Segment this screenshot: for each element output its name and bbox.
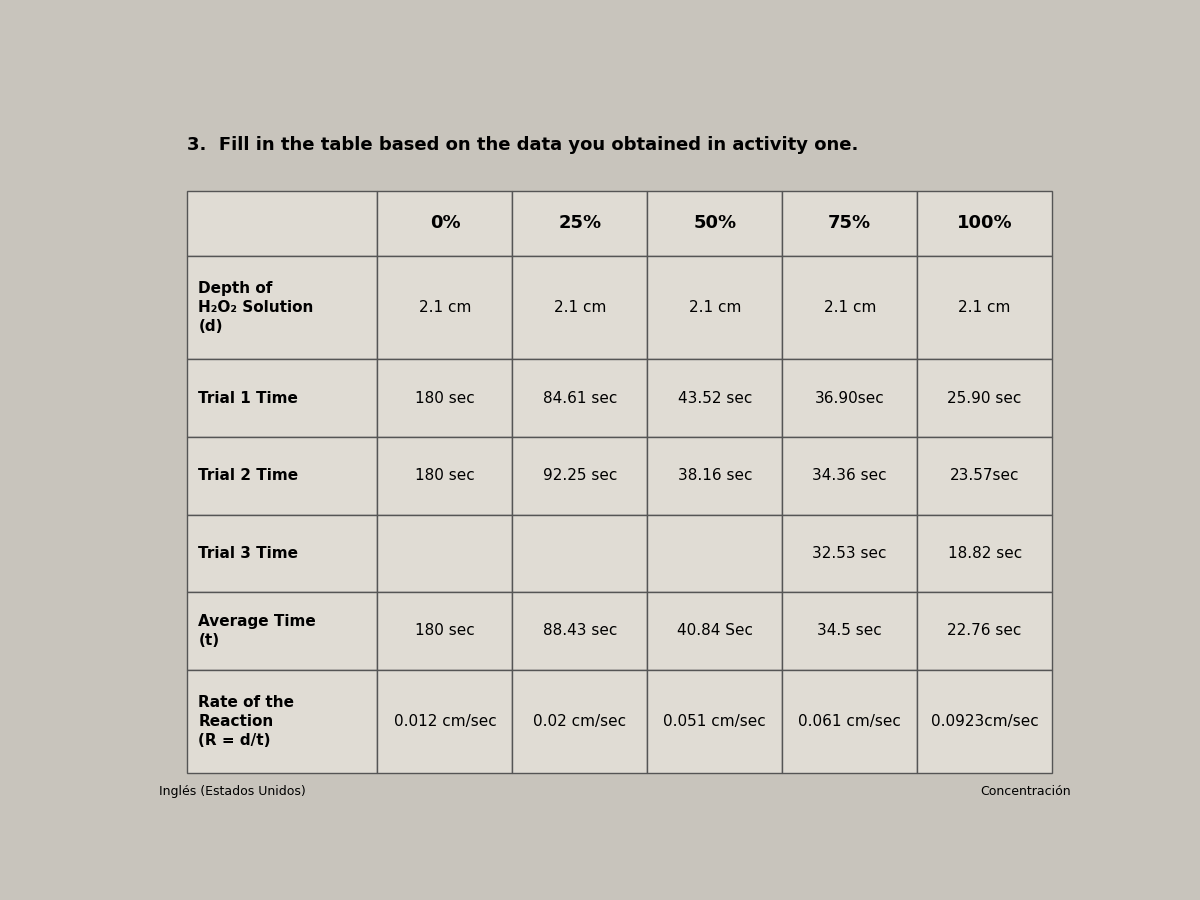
Text: 180 sec: 180 sec [415, 624, 475, 638]
FancyBboxPatch shape [187, 670, 378, 773]
Text: Depth of
H₂O₂ Solution
(d): Depth of H₂O₂ Solution (d) [198, 282, 313, 334]
FancyBboxPatch shape [187, 256, 378, 359]
FancyBboxPatch shape [512, 256, 647, 359]
FancyBboxPatch shape [782, 359, 917, 436]
Text: 18.82 sec: 18.82 sec [948, 546, 1021, 561]
FancyBboxPatch shape [782, 256, 917, 359]
Text: 100%: 100% [956, 214, 1013, 232]
Text: 180 sec: 180 sec [415, 468, 475, 483]
FancyBboxPatch shape [917, 670, 1052, 773]
FancyBboxPatch shape [917, 359, 1052, 436]
Text: 34.5 sec: 34.5 sec [817, 624, 882, 638]
FancyBboxPatch shape [512, 670, 647, 773]
FancyBboxPatch shape [917, 256, 1052, 359]
FancyBboxPatch shape [647, 256, 782, 359]
Text: Trial 2 Time: Trial 2 Time [198, 468, 299, 483]
FancyBboxPatch shape [378, 515, 512, 592]
FancyBboxPatch shape [917, 592, 1052, 670]
Text: 36.90sec: 36.90sec [815, 391, 884, 406]
FancyBboxPatch shape [647, 191, 782, 256]
Text: Trial 3 Time: Trial 3 Time [198, 546, 299, 561]
Text: 75%: 75% [828, 214, 871, 232]
FancyBboxPatch shape [378, 670, 512, 773]
Text: 180 sec: 180 sec [415, 391, 475, 406]
FancyBboxPatch shape [512, 436, 647, 515]
FancyBboxPatch shape [647, 515, 782, 592]
Text: 38.16 sec: 38.16 sec [678, 468, 752, 483]
FancyBboxPatch shape [647, 592, 782, 670]
Text: 2.1 cm: 2.1 cm [689, 300, 740, 315]
FancyBboxPatch shape [782, 191, 917, 256]
FancyBboxPatch shape [378, 592, 512, 670]
Text: 0.012 cm/sec: 0.012 cm/sec [394, 714, 497, 729]
FancyBboxPatch shape [917, 515, 1052, 592]
Text: 0.061 cm/sec: 0.061 cm/sec [798, 714, 901, 729]
Text: Trial 1 Time: Trial 1 Time [198, 391, 299, 406]
Text: 23.57sec: 23.57sec [950, 468, 1019, 483]
FancyBboxPatch shape [187, 592, 378, 670]
Text: 2.1 cm: 2.1 cm [553, 300, 606, 315]
FancyBboxPatch shape [647, 359, 782, 436]
Text: Rate of the
Reaction
(R = d/t): Rate of the Reaction (R = d/t) [198, 696, 294, 748]
FancyBboxPatch shape [187, 436, 378, 515]
Text: 0%: 0% [430, 214, 461, 232]
Text: 92.25 sec: 92.25 sec [542, 468, 617, 483]
Text: Concentración: Concentración [980, 785, 1070, 797]
FancyBboxPatch shape [782, 436, 917, 515]
Text: 2.1 cm: 2.1 cm [959, 300, 1010, 315]
FancyBboxPatch shape [782, 515, 917, 592]
Text: 0.051 cm/sec: 0.051 cm/sec [664, 714, 766, 729]
FancyBboxPatch shape [512, 592, 647, 670]
Text: 0.02 cm/sec: 0.02 cm/sec [533, 714, 626, 729]
FancyBboxPatch shape [378, 436, 512, 515]
Text: 2.1 cm: 2.1 cm [823, 300, 876, 315]
Text: 22.76 sec: 22.76 sec [948, 624, 1022, 638]
Text: 32.53 sec: 32.53 sec [812, 546, 887, 561]
FancyBboxPatch shape [512, 359, 647, 436]
Text: 2.1 cm: 2.1 cm [419, 300, 472, 315]
FancyBboxPatch shape [647, 436, 782, 515]
FancyBboxPatch shape [512, 191, 647, 256]
FancyBboxPatch shape [917, 191, 1052, 256]
FancyBboxPatch shape [647, 670, 782, 773]
FancyBboxPatch shape [378, 256, 512, 359]
FancyBboxPatch shape [782, 670, 917, 773]
FancyBboxPatch shape [782, 592, 917, 670]
Text: 40.84 Sec: 40.84 Sec [677, 624, 752, 638]
Text: 84.61 sec: 84.61 sec [542, 391, 617, 406]
Text: 25%: 25% [558, 214, 601, 232]
Text: Average Time
(t): Average Time (t) [198, 614, 316, 648]
FancyBboxPatch shape [187, 191, 378, 256]
FancyBboxPatch shape [187, 359, 378, 436]
FancyBboxPatch shape [187, 515, 378, 592]
Text: 43.52 sec: 43.52 sec [678, 391, 752, 406]
Text: 34.36 sec: 34.36 sec [812, 468, 887, 483]
Text: 88.43 sec: 88.43 sec [542, 624, 617, 638]
Text: 3.  Fill in the table based on the data you obtained in activity one.: 3. Fill in the table based on the data y… [187, 136, 858, 154]
Text: Inglés (Estados Unidos): Inglés (Estados Unidos) [160, 785, 306, 797]
FancyBboxPatch shape [378, 359, 512, 436]
FancyBboxPatch shape [917, 436, 1052, 515]
FancyBboxPatch shape [378, 191, 512, 256]
Text: 0.0923cm/sec: 0.0923cm/sec [931, 714, 1038, 729]
Text: 50%: 50% [694, 214, 737, 232]
FancyBboxPatch shape [512, 515, 647, 592]
Text: 25.90 sec: 25.90 sec [948, 391, 1022, 406]
